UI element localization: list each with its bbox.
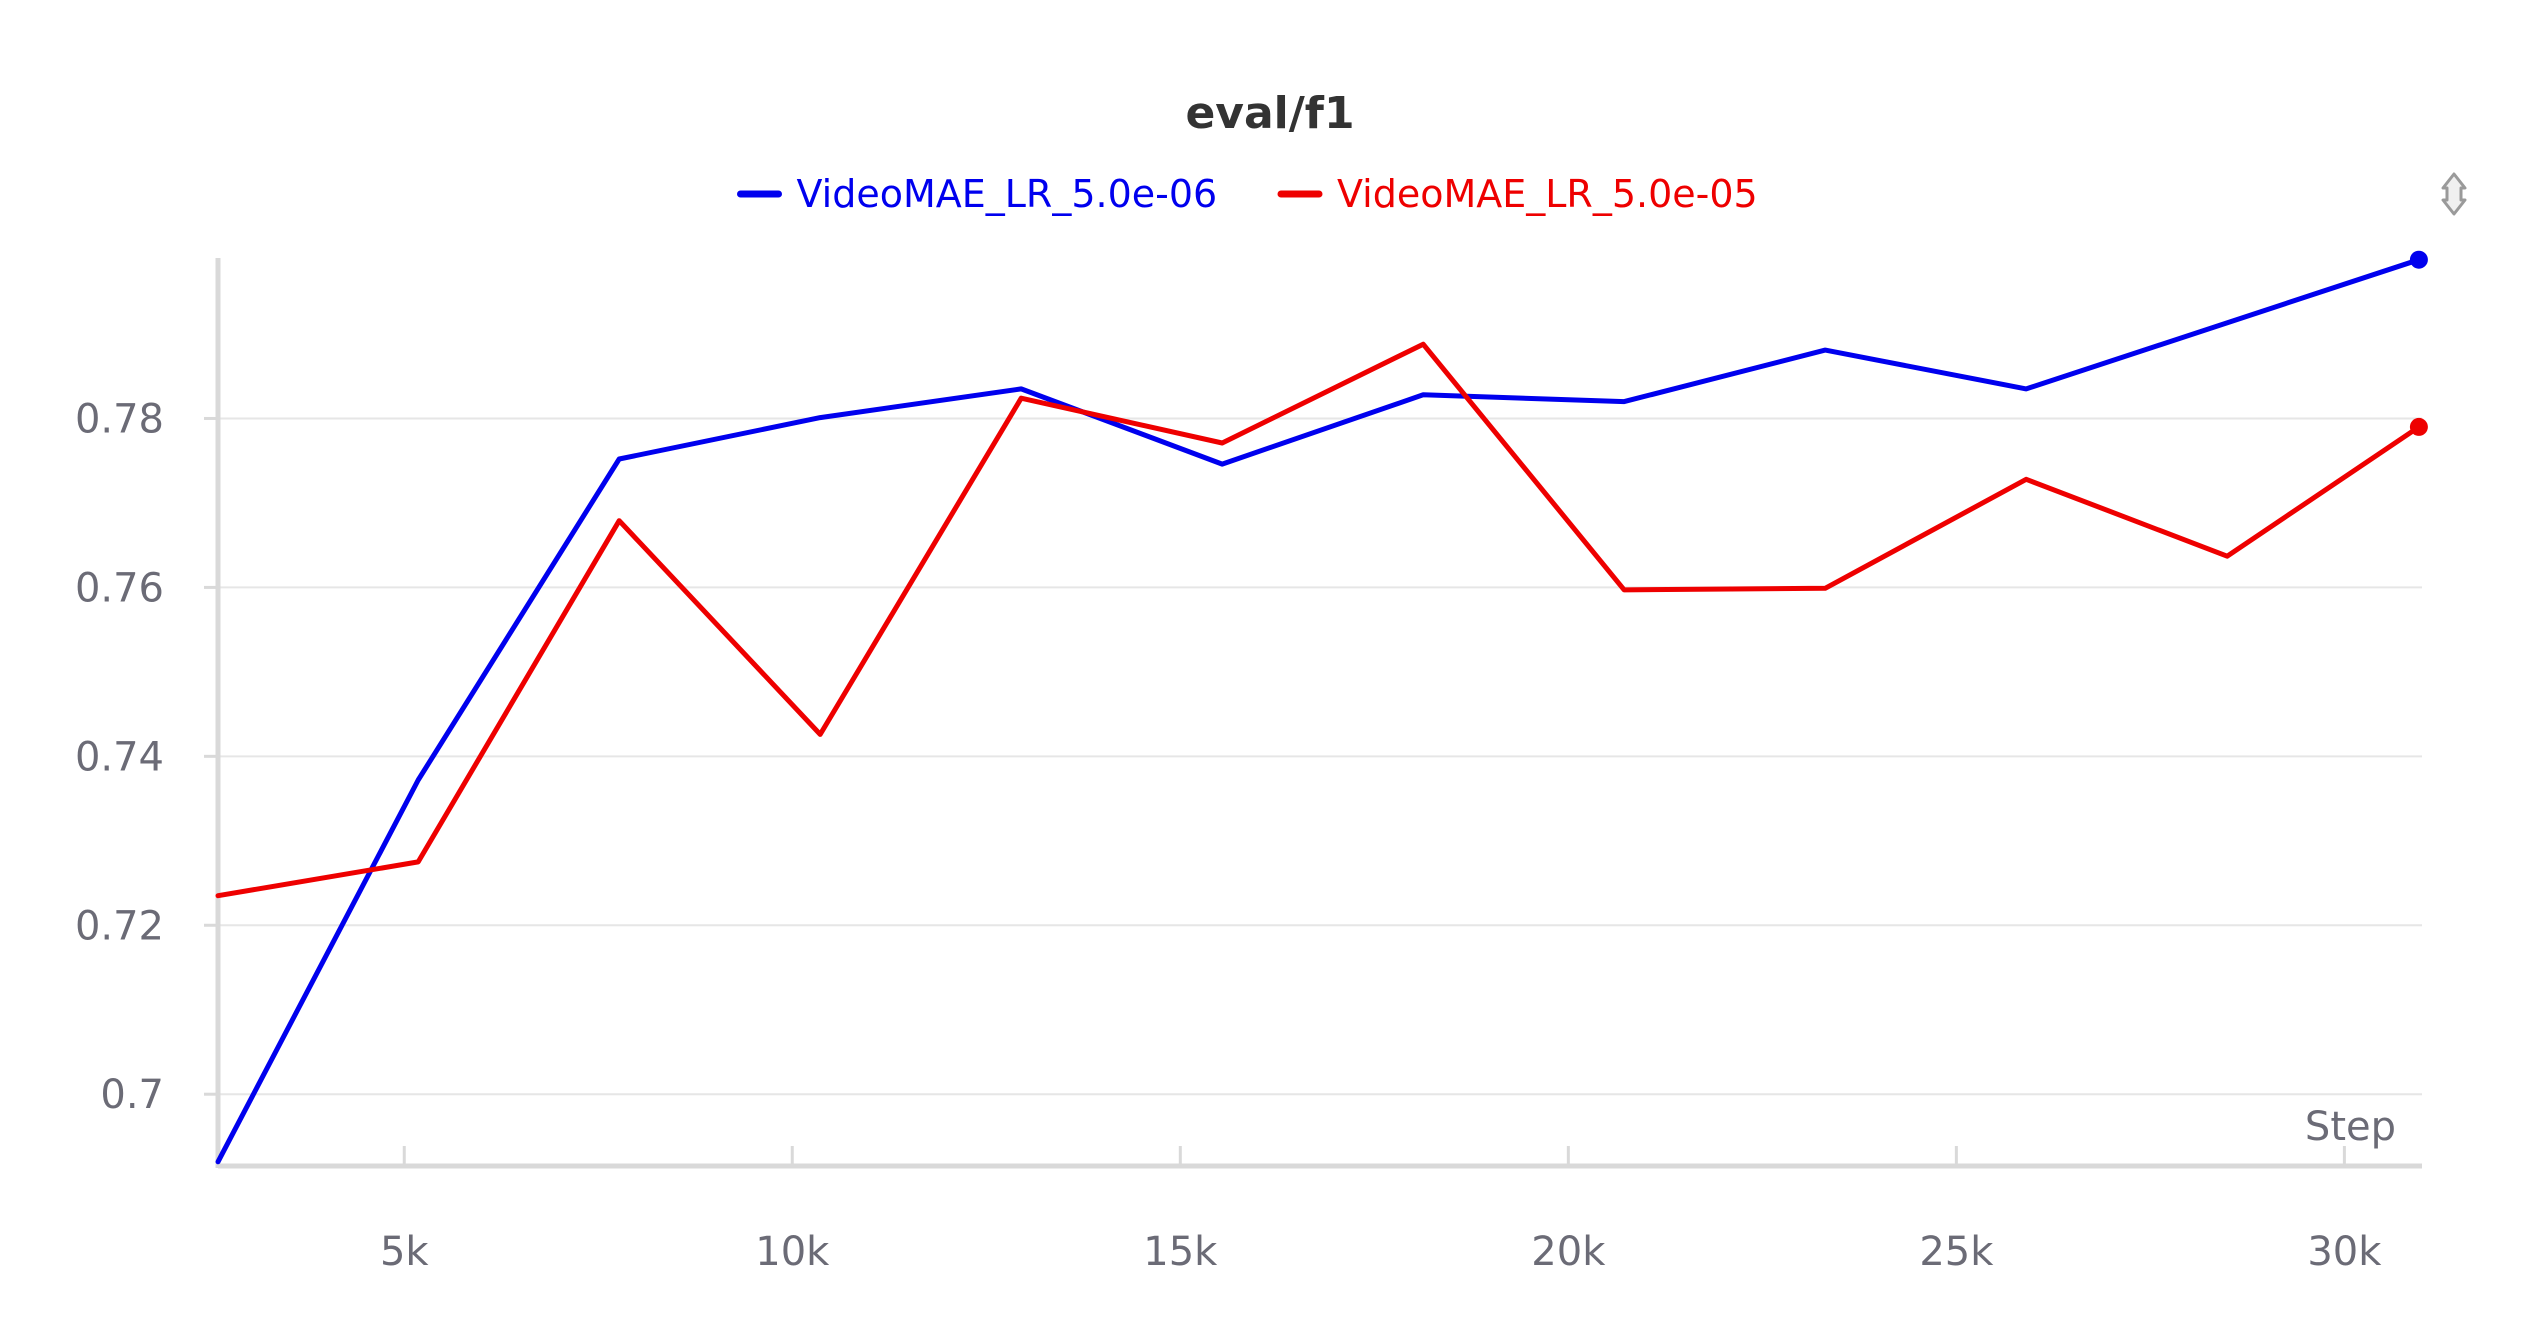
series-line-1[interactable] [215,257,2422,1165]
x-tick-label: 10k [755,1229,830,1275]
y-tick-label: 0.76 [75,565,164,611]
y-tick-label: 0.78 [75,396,164,442]
legend-item[interactable]: VideoMAE_LR_5.0e-05 [1277,172,1758,216]
legend-label: VideoMAE_LR_5.0e-06 [797,172,1218,216]
x-tick-label: 5k [380,1229,429,1275]
y-axis-ticks: 0.7 0.72 0.74 0.76 0.78 [75,396,218,1118]
x-axis-label: Step [2305,1104,2396,1150]
series-end-point-2[interactable] [2409,417,2428,436]
gridlines [218,417,2422,1096]
y-tick-label: 0.72 [75,903,164,949]
y-tick-label: 0.7 [100,1072,164,1118]
chart-title: eval/f1 [1185,88,1354,139]
legend-label: VideoMAE_LR_5.0e-05 [1337,172,1758,216]
expand-collapse-icon[interactable] [2441,172,2467,216]
x-tick-label: 30k [2307,1229,2382,1275]
series-group [215,250,2428,1165]
legend-item[interactable]: VideoMAE_LR_5.0e-06 [737,172,1218,216]
x-tick-label: 20k [1531,1229,1606,1275]
x-axis-ticks: 5k 10k 15k 20k 25k 30k [380,1146,2382,1275]
series-end-point-1[interactable] [2409,250,2428,269]
legend[interactable]: VideoMAE_LR_5.0e-06 VideoMAE_LR_5.0e-05 [737,172,1758,216]
x-tick-label: 15k [1143,1229,1218,1275]
y-tick-label: 0.74 [75,734,164,780]
series-line-2[interactable] [215,341,2422,899]
x-tick-label: 25k [1919,1229,1994,1275]
